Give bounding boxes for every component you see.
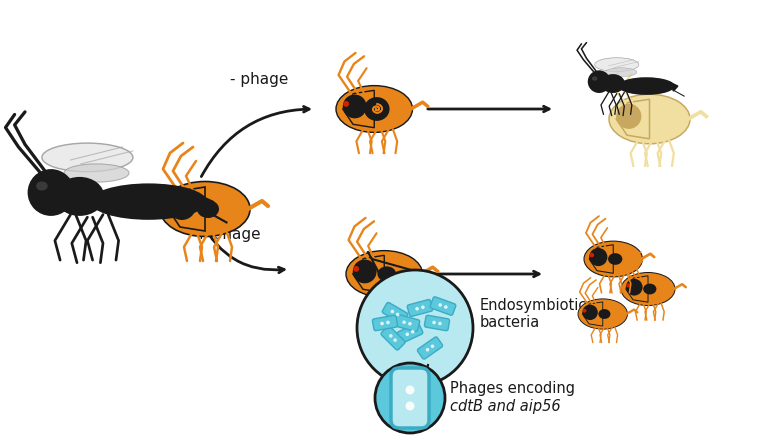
Circle shape — [402, 321, 406, 324]
Ellipse shape — [99, 194, 112, 205]
Ellipse shape — [90, 184, 207, 220]
Circle shape — [168, 193, 196, 220]
Ellipse shape — [336, 86, 412, 133]
Circle shape — [583, 309, 587, 313]
Circle shape — [28, 170, 74, 216]
FancyBboxPatch shape — [417, 337, 442, 359]
Circle shape — [343, 95, 366, 119]
Ellipse shape — [643, 284, 657, 295]
Circle shape — [408, 322, 412, 326]
Circle shape — [380, 322, 384, 325]
Circle shape — [343, 102, 349, 108]
Circle shape — [396, 313, 399, 317]
FancyBboxPatch shape — [397, 323, 423, 343]
Polygon shape — [343, 91, 374, 128]
Circle shape — [389, 334, 392, 338]
Polygon shape — [168, 187, 205, 231]
Circle shape — [406, 333, 409, 336]
FancyBboxPatch shape — [430, 297, 456, 315]
Circle shape — [168, 200, 176, 207]
Ellipse shape — [42, 144, 133, 172]
Circle shape — [431, 345, 434, 348]
Text: + phage: + phage — [195, 226, 260, 241]
Ellipse shape — [64, 165, 129, 183]
Polygon shape — [194, 193, 214, 212]
Ellipse shape — [377, 267, 396, 282]
Ellipse shape — [594, 59, 639, 72]
Circle shape — [589, 248, 607, 267]
FancyBboxPatch shape — [394, 315, 420, 332]
Circle shape — [582, 305, 598, 320]
Circle shape — [360, 269, 370, 279]
Polygon shape — [616, 100, 650, 139]
Polygon shape — [582, 302, 603, 326]
Circle shape — [439, 304, 442, 307]
Ellipse shape — [197, 201, 219, 219]
Text: cdtB and aip56: cdtB and aip56 — [450, 399, 561, 413]
Circle shape — [411, 330, 415, 334]
Ellipse shape — [608, 254, 622, 265]
Circle shape — [406, 402, 415, 410]
Ellipse shape — [160, 182, 250, 237]
Ellipse shape — [609, 95, 690, 145]
Polygon shape — [668, 82, 678, 92]
Polygon shape — [626, 276, 648, 303]
Ellipse shape — [592, 77, 598, 81]
Circle shape — [415, 307, 419, 311]
Text: - phage: - phage — [230, 72, 288, 87]
FancyBboxPatch shape — [382, 303, 408, 324]
Circle shape — [588, 71, 611, 94]
Text: Phages encoding: Phages encoding — [450, 381, 575, 396]
FancyBboxPatch shape — [372, 316, 398, 331]
Circle shape — [393, 339, 397, 342]
Circle shape — [357, 270, 473, 386]
FancyBboxPatch shape — [407, 300, 432, 317]
Text: Endosymbiotic
bacteria: Endosymbiotic bacteria — [480, 297, 588, 329]
Circle shape — [353, 266, 359, 272]
Circle shape — [439, 322, 442, 325]
FancyBboxPatch shape — [391, 368, 429, 428]
Circle shape — [425, 348, 429, 352]
Ellipse shape — [622, 83, 629, 88]
Circle shape — [626, 284, 631, 288]
Circle shape — [590, 253, 594, 258]
Ellipse shape — [55, 177, 104, 216]
Circle shape — [616, 104, 641, 130]
Circle shape — [353, 260, 376, 284]
Polygon shape — [353, 256, 384, 293]
Ellipse shape — [601, 75, 625, 94]
Circle shape — [444, 306, 448, 309]
Circle shape — [406, 385, 415, 395]
Circle shape — [375, 363, 445, 433]
Circle shape — [432, 321, 436, 325]
Ellipse shape — [584, 242, 643, 277]
Ellipse shape — [36, 182, 48, 191]
Circle shape — [626, 279, 643, 296]
Circle shape — [386, 321, 389, 325]
Ellipse shape — [364, 98, 389, 122]
Ellipse shape — [618, 78, 675, 95]
Ellipse shape — [621, 273, 675, 306]
Ellipse shape — [346, 251, 422, 298]
Ellipse shape — [605, 69, 637, 78]
FancyBboxPatch shape — [425, 316, 449, 331]
Ellipse shape — [598, 309, 611, 319]
Ellipse shape — [578, 299, 627, 329]
Polygon shape — [589, 245, 614, 274]
Circle shape — [391, 310, 394, 314]
Circle shape — [421, 306, 425, 309]
FancyBboxPatch shape — [381, 326, 405, 350]
